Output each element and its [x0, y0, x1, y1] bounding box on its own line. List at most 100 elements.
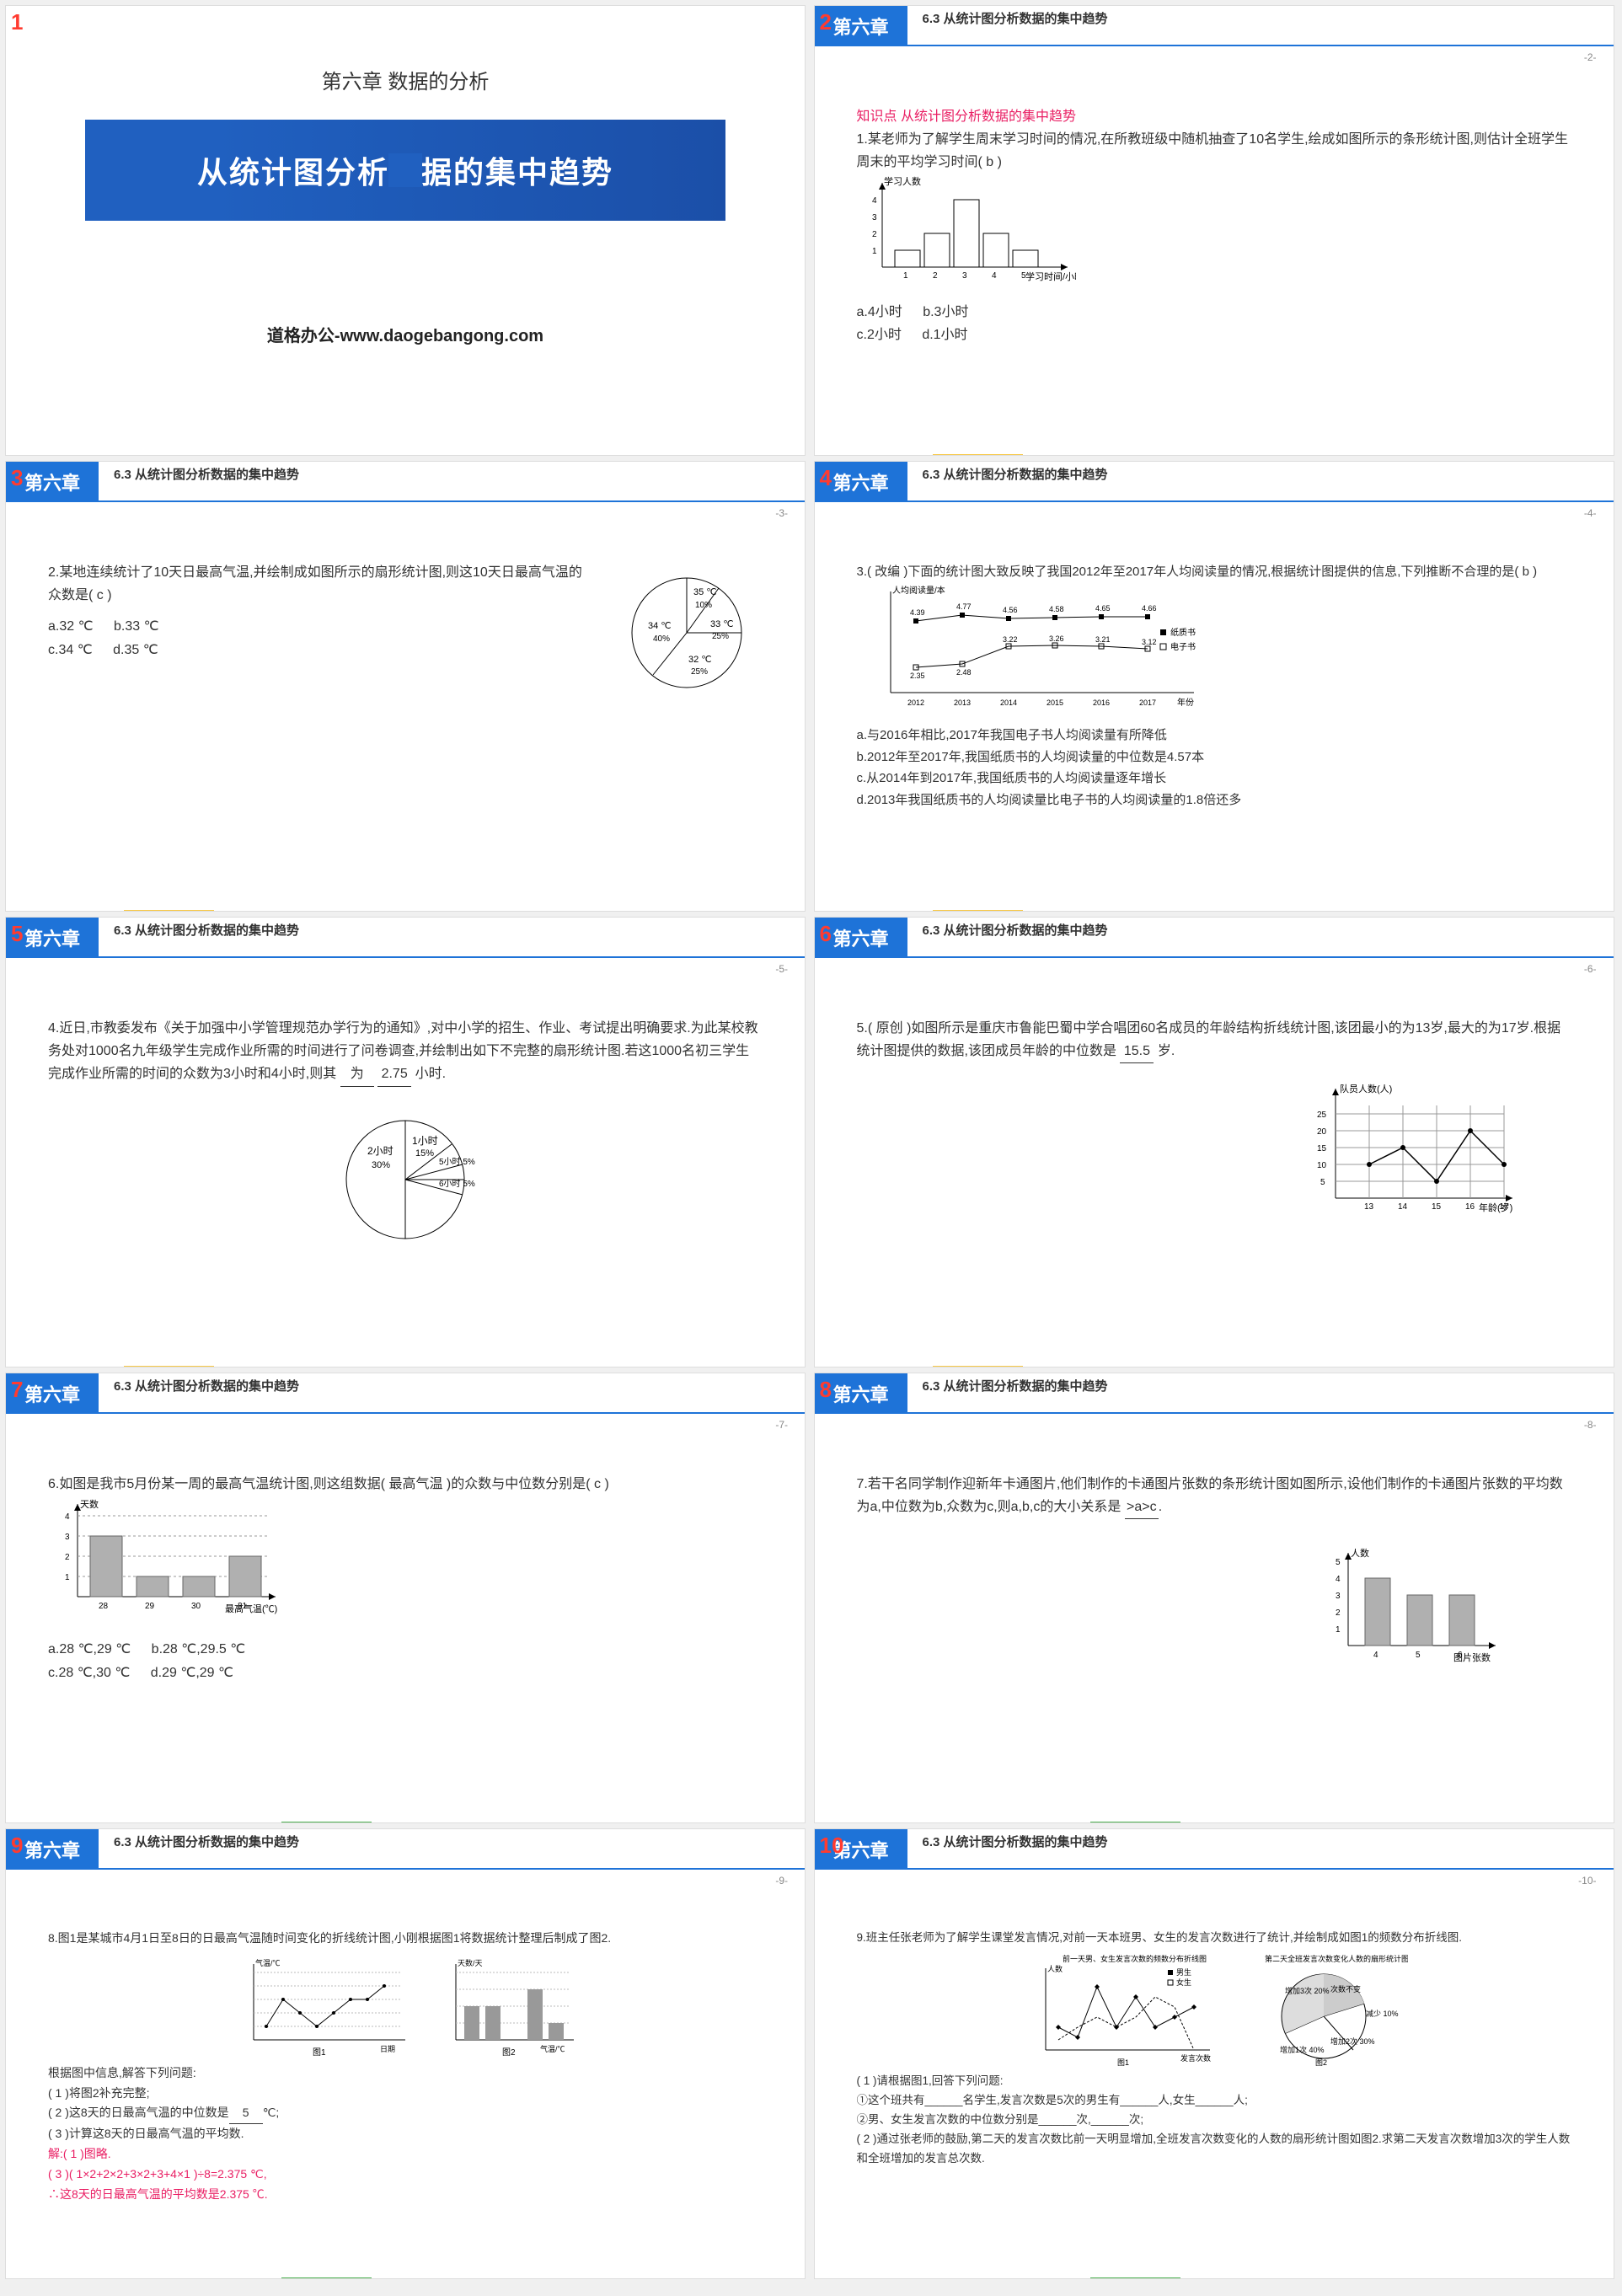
tab-mid[interactable]: 综合能力提升练 [1090, 2277, 1180, 2279]
section-title: 6.3 从统计图分析数据的集中趋势 [907, 918, 1614, 958]
tab-high[interactable]: 拓展探究突破练 [1248, 1822, 1338, 1823]
footer-credit: 道格办公-www.daogebangong.com [6, 322, 805, 346]
question-text: 1.某老师为了解学生周末学习时间的情况,在所教班级中随机抽查了10名学生,绘成如… [857, 128, 1571, 174]
opt-a: a.32 ℃ [48, 615, 94, 638]
page-indicator: -7- [775, 1419, 788, 1431]
svg-text:3: 3 [872, 213, 877, 222]
svg-text:图2: 图2 [502, 2047, 516, 2057]
tab-high[interactable]: 拓展探究突破练 [1248, 454, 1338, 456]
tab-high[interactable]: 拓展探究突破练 [1248, 2277, 1338, 2279]
tab-high[interactable]: 拓展探究突破练 [1248, 910, 1338, 912]
slide-body: 知识点 从统计图分析数据的集中趋势 1.某老师为了解学生周末学习时间的情况,在所… [815, 46, 1614, 363]
svg-text:发言次数: 发言次数 [1180, 2053, 1211, 2063]
page-indicator: -4- [1584, 507, 1597, 519]
svg-text:2017: 2017 [1139, 698, 1156, 707]
tab-basic[interactable]: 知识要点基础练 [933, 910, 1023, 912]
svg-text:3: 3 [65, 1533, 70, 1542]
slide-number: 9 [11, 1833, 23, 1859]
svg-text:1小时: 1小时 [412, 1135, 438, 1147]
section-title: 6.3 从统计图分析数据的集中趋势 [99, 462, 805, 502]
page-indicator: -5- [775, 963, 788, 975]
svg-text:2014: 2014 [1000, 698, 1017, 707]
svg-text:3.12: 3.12 [1142, 638, 1157, 646]
tab-mid[interactable]: 综合能力提升练 [1090, 454, 1180, 456]
tab-mid[interactable]: 综合能力提升练 [281, 1822, 372, 1823]
svg-text:28: 28 [99, 1602, 109, 1611]
subheading: 根据图中信息,解答下列问题: [48, 2063, 763, 2084]
svg-text:5: 5 [1416, 1651, 1421, 1660]
solution-answer: ∴这8天的日最高气温的平均数是2.375 ℃. [48, 2185, 763, 2205]
opt-d: d.2013年我国纸质书的人均阅读量比电子书的人均阅读量的1.8倍还多 [857, 789, 1571, 811]
title-banner: 从统计图分析数据的集中趋势 [85, 120, 725, 221]
tab-basic[interactable]: 知识要点基础练 [933, 1822, 1023, 1823]
svg-text:30%: 30% [372, 1160, 390, 1170]
svg-text:31: 31 [238, 1602, 248, 1611]
tab-mid[interactable]: 综合能力提升练 [281, 910, 372, 912]
svg-text:25%: 25% [691, 667, 708, 677]
svg-text:16: 16 [1465, 1202, 1475, 1212]
tab-high[interactable]: 拓展探究突破练 [439, 910, 529, 912]
tab-mid[interactable]: 综合能力提升练 [281, 1366, 372, 1367]
sub-item-3: ( 3 )计算这8天的日最高气温的平均数. [48, 2124, 763, 2144]
svg-text:2小时: 2小时 [367, 1145, 393, 1157]
sub-item-1: ①这个班共有______名学生,发言次数是5次的男生有______人,女生___… [857, 2091, 1571, 2111]
tab-mid[interactable]: 综合能力提升练 [1090, 910, 1180, 912]
svg-text:图2: 图2 [1315, 2058, 1327, 2067]
svg-text:4.56: 4.56 [1003, 606, 1018, 614]
svg-text:20: 20 [1317, 1127, 1327, 1137]
tab-basic[interactable]: 知识要点基础练 [124, 1822, 214, 1823]
slide-6: 6 第六章6.3 从统计图分析数据的集中趋势 知识要点基础练综合能力提升练拓展探… [814, 917, 1614, 1367]
pie-chart-homework: 2小时30% 1小时15% 5小时 5% 6小时 5% [321, 1104, 490, 1255]
sub-item-3: ( 2 )通过张老师的鼓励,第二天的发言次数比前一天明显增加,全班发言次数变化的… [857, 2130, 1571, 2169]
slide-3: 3 第六章6.3 从统计图分析数据的集中趋势 知识要点基础练综合能力提升练拓展探… [5, 461, 806, 912]
opt-c: c.28 ℃,30 ℃ [48, 1662, 130, 1684]
page-indicator: -10- [1578, 1875, 1596, 1887]
svg-text:2: 2 [65, 1553, 70, 1562]
svg-text:6小时 5%: 6小时 5% [439, 1179, 475, 1189]
svg-text:3: 3 [962, 271, 967, 281]
opt-d: d.1小时 [922, 324, 967, 346]
tab-basic[interactable]: 知识要点基础练 [124, 2277, 214, 2279]
tab-mid[interactable]: 综合能力提升练 [281, 2277, 372, 2279]
blank-answer-value: 2.75 [377, 1062, 411, 1086]
svg-text:增加3次 20%: 增加3次 20% [1285, 1986, 1330, 1995]
slide-8: 8 第六章6.3 从统计图分析数据的集中趋势 知识要点基础练综合能力提升练拓展探… [814, 1373, 1614, 1823]
tab-mid[interactable]: 综合能力提升练 [1090, 1366, 1180, 1367]
slide-2: 2 第六章 6.3 从统计图分析数据的集中趋势 知识要点基础练 综合能力提升练 … [814, 5, 1614, 456]
svg-text:4.39: 4.39 [910, 608, 925, 617]
page-indicator: -2- [1584, 51, 1597, 63]
tab-basic[interactable]: 知识要点基础练 [933, 1366, 1023, 1367]
tab-basic[interactable]: 知识要点基础练 [933, 454, 1023, 456]
svg-text:2: 2 [933, 271, 938, 281]
opt-c: c.34 ℃ [48, 639, 93, 661]
page-indicator: -8- [1584, 1419, 1597, 1431]
svg-text:4.58: 4.58 [1049, 605, 1064, 613]
slide-number: 4 [820, 465, 832, 491]
question-text: 2.某地连续统计了10天日最高气温,并绘制成如图所示的扇形统计图,则这10天日最… [48, 561, 586, 607]
svg-text:3.21: 3.21 [1095, 635, 1111, 644]
pie-chart-temperature: 35 ℃10% 33 ℃25% 32 ℃25% 34 ℃40% [611, 561, 763, 704]
opt-a: a.28 ℃,29 ℃ [48, 1638, 131, 1661]
svg-text:人数: 人数 [1351, 1548, 1369, 1559]
tab-high[interactable]: 拓展探究突破练 [439, 2277, 529, 2279]
tab-basic[interactable]: 知识要点基础练 [124, 1366, 214, 1367]
svg-text:次数不变: 次数不变 [1330, 1984, 1361, 1994]
svg-text:人均阅读量/本: 人均阅读量/本 [892, 585, 945, 596]
svg-text:3.26: 3.26 [1049, 634, 1064, 643]
svg-text:34 ℃: 34 ℃ [648, 621, 672, 631]
tab-mid[interactable]: 综合能力提升练 [1090, 1822, 1180, 1823]
tab-high[interactable]: 拓展探究突破练 [439, 1822, 529, 1823]
svg-text:4.65: 4.65 [1095, 604, 1111, 613]
svg-text:4: 4 [992, 271, 997, 281]
opt-c: c.2小时 [857, 324, 902, 346]
section-title: 6.3 从统计图分析数据的集中趋势 [99, 918, 805, 958]
tab-high[interactable]: 拓展探究突破练 [439, 1366, 529, 1367]
tab-high[interactable]: 拓展探究突破练 [1248, 1366, 1338, 1367]
svg-text:30: 30 [191, 1602, 201, 1611]
tab-basic[interactable]: 知识要点基础练 [124, 910, 214, 912]
tab-basic[interactable]: 知识要点基础练 [933, 2277, 1023, 2279]
svg-text:25: 25 [1317, 1111, 1327, 1120]
slide-number: 6 [820, 921, 832, 947]
svg-text:日期: 日期 [380, 2045, 395, 2053]
svg-text:4.66: 4.66 [1142, 604, 1157, 613]
